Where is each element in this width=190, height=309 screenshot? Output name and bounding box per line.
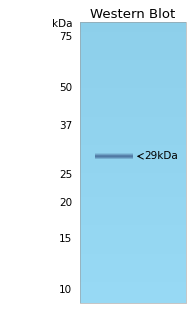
Text: 75: 75 xyxy=(59,32,72,42)
Text: 29kDa: 29kDa xyxy=(144,151,178,161)
Bar xyxy=(80,22,186,303)
Text: 50: 50 xyxy=(59,83,72,93)
Text: 20: 20 xyxy=(59,198,72,208)
Text: 15: 15 xyxy=(59,234,72,244)
Text: 25: 25 xyxy=(59,170,72,180)
Text: 10: 10 xyxy=(59,285,72,294)
Text: Western Blot: Western Blot xyxy=(90,8,176,21)
Text: 37: 37 xyxy=(59,121,72,131)
Text: kDa: kDa xyxy=(52,19,72,29)
